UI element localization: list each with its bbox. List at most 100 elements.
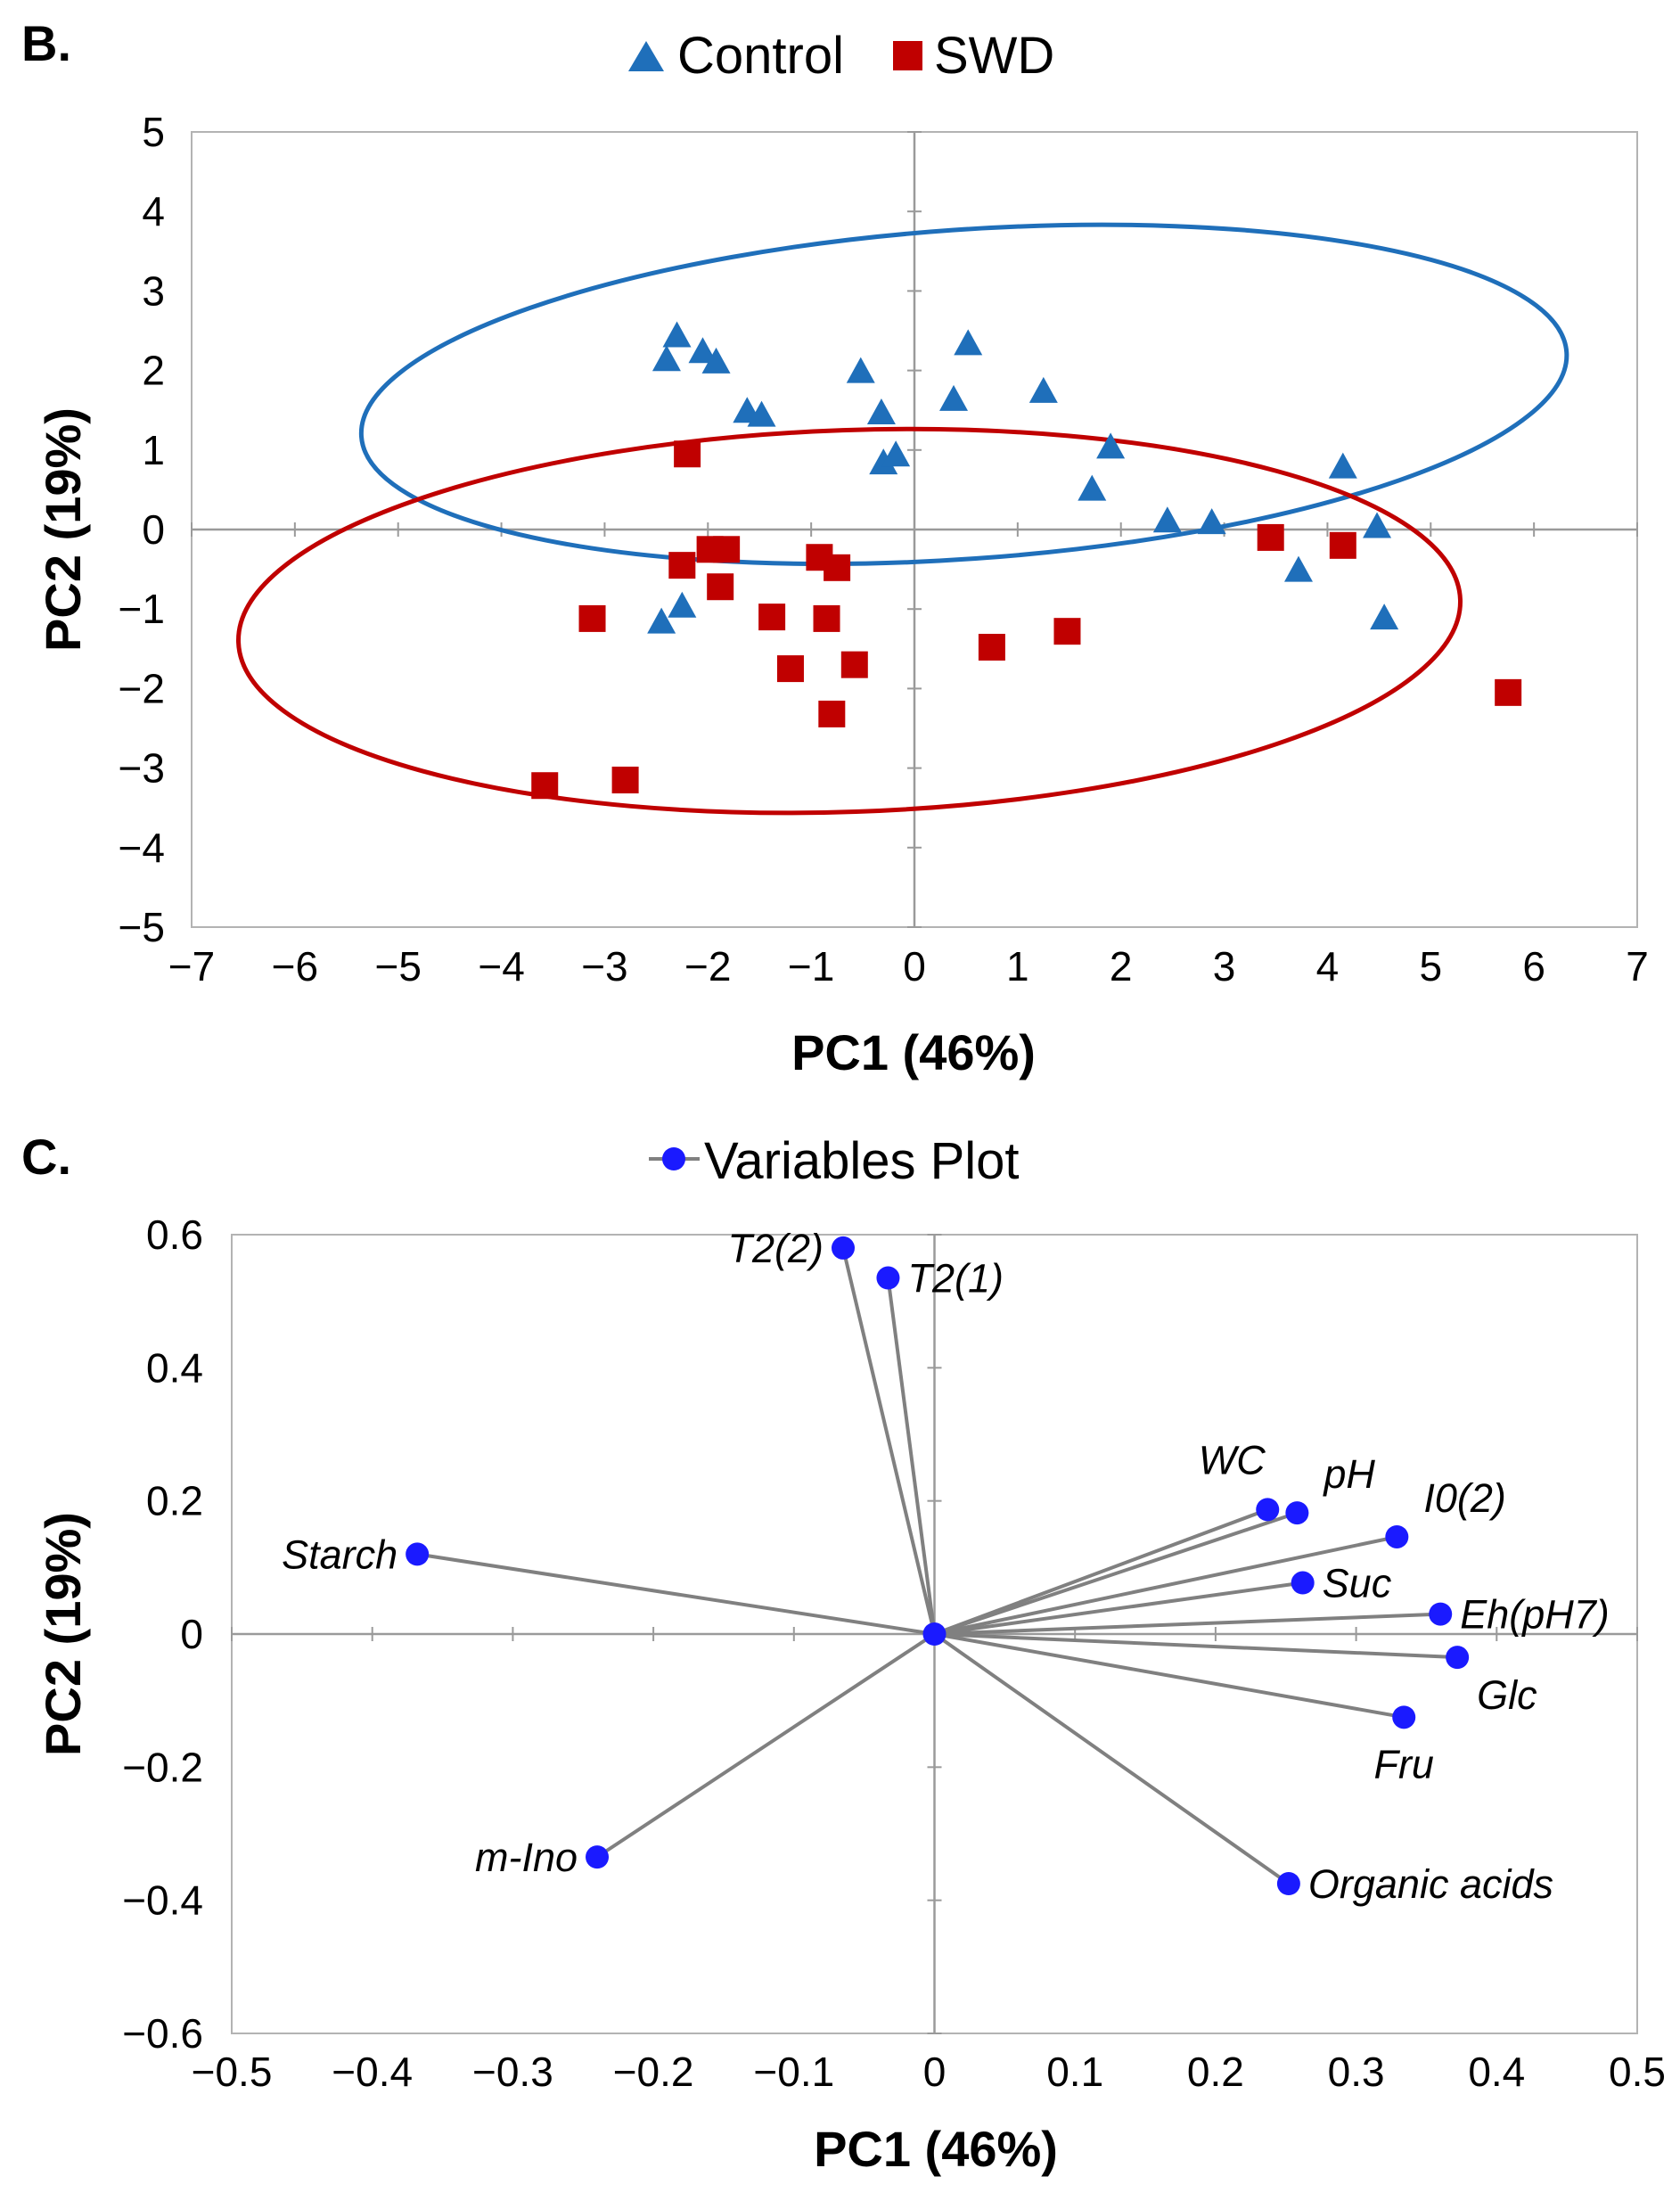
loading-vector — [934, 1535, 1397, 1636]
x-tick-label: 0 — [903, 943, 926, 990]
control-point — [668, 591, 697, 618]
panel-label-c: C. — [21, 1129, 71, 1185]
variable-label: m-Ino — [475, 1835, 578, 1880]
loading-point — [1285, 1501, 1309, 1525]
loading-point — [831, 1236, 855, 1260]
x-tick-label: 0.4 — [1468, 2049, 1525, 2095]
x-axis-title-c: PC1 (46%) — [814, 2121, 1058, 2177]
control-point — [846, 357, 875, 383]
y-tick-label: −4 — [119, 825, 165, 871]
variable-label: I0(2) — [1423, 1475, 1506, 1521]
variable-label: Glc — [1477, 1672, 1537, 1718]
control-point — [1096, 432, 1126, 459]
x-tick-label: 4 — [1316, 943, 1340, 990]
y-tick-label: 4 — [142, 188, 165, 234]
swd-point — [1495, 678, 1522, 706]
x-tick-label: 0.1 — [1046, 2049, 1103, 2095]
swd-point — [776, 655, 804, 683]
loading-vector — [595, 1632, 936, 1859]
control-point — [1283, 555, 1313, 582]
loading-vector — [933, 1511, 1298, 1636]
tick-labels-b: −7 −6 −5 −4 −3 −2 −1 0 1 2 3 4 5 6 7 −5 −4 −3 −2 −1 0 1 2 3 4 5 — [119, 109, 1649, 990]
loading-point — [406, 1542, 430, 1566]
swd-point — [840, 651, 868, 678]
control-point — [701, 347, 731, 374]
control-point — [1152, 506, 1182, 533]
control-point — [662, 321, 692, 348]
x-tick-label: 3 — [1213, 943, 1236, 990]
pca-loadings-panel: C. Variables Plot T2(2) T2(1) Starch WC pH I0… — [21, 1129, 1666, 2177]
loading-vector — [416, 1552, 935, 1636]
x-tick-label: 6 — [1522, 943, 1545, 990]
variable-label: pH — [1322, 1451, 1375, 1497]
loading-vector — [934, 1632, 1405, 1720]
y-tick-label: −3 — [119, 745, 165, 792]
x-tick-label: 5 — [1419, 943, 1442, 990]
variable-label: Eh(pH7) — [1460, 1592, 1610, 1638]
legend-c: Variables Plot — [649, 1132, 1020, 1190]
x-tick-label: −0.5 — [192, 2049, 273, 2095]
y-tick-label: 5 — [142, 109, 165, 155]
legend-circle-icon — [662, 1147, 685, 1170]
control-point — [647, 607, 676, 634]
swd-point — [578, 604, 606, 632]
x-tick-label: 1 — [1006, 943, 1029, 990]
x-tick-label: 2 — [1110, 943, 1133, 990]
swd-point — [707, 573, 734, 601]
loading-vector — [841, 1247, 937, 1635]
confidence-ellipse-control — [358, 222, 1569, 567]
control-point — [1363, 512, 1392, 538]
y-tick-label: 0.2 — [146, 1478, 203, 1524]
swd-point — [713, 536, 741, 563]
loading-point — [586, 1845, 610, 1869]
control-point — [866, 398, 896, 424]
y-tick-label: 2 — [142, 348, 165, 394]
legend-label-swd: SWD — [934, 27, 1054, 85]
y-tick-label: −5 — [119, 904, 165, 950]
swd-point — [818, 700, 846, 727]
pca-scores-panel: B. Control SWD −7 −6 −5 −4 −3 −2 −1 0 1 2 3 4 5 6 7−5−… — [21, 15, 1649, 1080]
y-tick-label: 0 — [180, 1611, 203, 1657]
swd-point — [1257, 523, 1284, 551]
variable-label: Organic acids — [1308, 1861, 1553, 1907]
swd-point — [531, 772, 559, 800]
y-tick-label: 1 — [142, 427, 165, 473]
swd-point — [758, 604, 786, 631]
y-tick-label: −2 — [119, 665, 165, 711]
control-point — [939, 384, 969, 411]
x-tick-label: −0.1 — [753, 2049, 834, 2095]
legend-label-variables: Variables Plot — [704, 1132, 1020, 1190]
loading-vector — [933, 1632, 1291, 1885]
loading-vector — [933, 1507, 1268, 1636]
variable-label: T2(2) — [727, 1226, 824, 1271]
confidence-ellipse-swd — [236, 426, 1463, 816]
control-point — [1328, 452, 1357, 479]
swd-point — [674, 440, 701, 468]
y-tick-label: 0.4 — [146, 1344, 203, 1391]
loading-point — [1429, 1602, 1453, 1626]
legend-triangle-icon — [628, 41, 664, 71]
axes-b — [191, 131, 1638, 928]
loading-point — [1446, 1646, 1470, 1670]
x-tick-label: −4 — [478, 943, 524, 990]
x-tick-label: 0.2 — [1187, 2049, 1244, 2095]
control-point — [954, 329, 983, 356]
variable-label: T2(1) — [907, 1256, 1004, 1302]
x-tick-label: −1 — [788, 943, 834, 990]
y-tick-label: −0.4 — [122, 1877, 203, 1924]
control-point — [1028, 376, 1058, 403]
x-tick-label: 0.5 — [1609, 2049, 1666, 2095]
variable-labels-c: T2(2) T2(1) Starch WC pH I0(2) Suc Eh(pH7) Glc Fr… — [282, 1226, 1610, 1907]
loading-point — [1385, 1524, 1409, 1548]
x-tick-label: −6 — [272, 943, 318, 990]
x-tick-label: 0 — [923, 2049, 947, 2095]
control-point — [747, 400, 776, 427]
variable-label: Starch — [282, 1532, 397, 1577]
x-tick-label: −3 — [581, 943, 627, 990]
origin-point — [922, 1622, 947, 1646]
loading-lines-c — [416, 1247, 1458, 1885]
x-tick-label: 0.3 — [1328, 2049, 1385, 2095]
variable-label: Suc — [1323, 1561, 1392, 1606]
points-b — [531, 321, 1522, 800]
